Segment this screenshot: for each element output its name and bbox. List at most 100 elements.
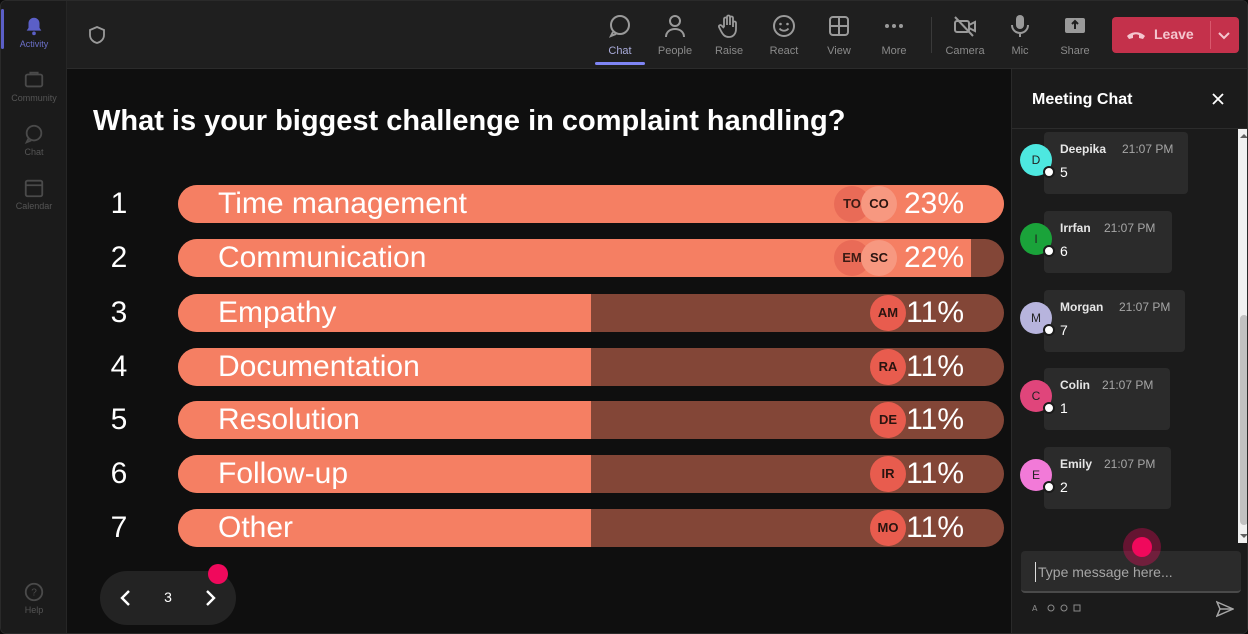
option-bar-track: Time management 23% TO CO: [178, 185, 1004, 223]
format-toolbar-icons[interactable]: A: [1032, 603, 1092, 613]
send-icon[interactable]: [1216, 600, 1234, 618]
option-number: 7: [110, 511, 128, 544]
option-number: 6: [110, 457, 128, 490]
chevron-right-icon[interactable]: [198, 586, 222, 610]
chat-message-input[interactable]: [1035, 562, 1225, 582]
toolbar-mic-button[interactable]: Mic: [995, 9, 1045, 65]
meeting-chat-panel: Meeting Chat Deepika 21:07 PM 5 D Irrfan 21:0…: [1011, 69, 1248, 633]
option-percent: 11%: [906, 511, 964, 544]
toolbar-camera-button[interactable]: Camera: [940, 9, 990, 65]
toolbar-mic-label: Mic: [1011, 45, 1029, 57]
scrollbar-thumb[interactable]: [1240, 315, 1247, 525]
leave-button[interactable]: Leave: [1112, 17, 1239, 53]
rail-label-calendar: Calendar: [15, 201, 53, 211]
message-author: Colin: [1060, 378, 1090, 392]
option-bar-track: Documentation 11% RA: [178, 348, 1004, 386]
message-time: 21:07 PM: [1104, 457, 1156, 471]
bell-icon: [26, 17, 42, 36]
option-bar-track: Empathy 11% AM: [178, 294, 1004, 332]
rail-item-activity[interactable]: Activity: [1, 5, 67, 57]
toolbar-more-button[interactable]: More: [869, 9, 919, 65]
voter-avatar: AM: [870, 295, 906, 331]
message-time: 21:07 PM: [1102, 378, 1154, 392]
mic-icon: [1011, 15, 1029, 37]
rail-item-help[interactable]: ? Help: [1, 571, 67, 623]
chat-compose-box[interactable]: [1021, 551, 1241, 593]
toolbar-people-button[interactable]: People: [650, 9, 700, 65]
toolbar-chat-label: Chat: [608, 45, 632, 57]
option-bar-fill: [178, 509, 591, 547]
option-percent: 23%: [903, 187, 964, 220]
message-bubble: Colin 21:07 PM 1: [1044, 368, 1170, 430]
pointer-dot: [208, 564, 228, 584]
voter-avatar: SC: [861, 240, 897, 276]
message-author: Deepika: [1060, 142, 1107, 156]
option-percent: 11%: [906, 350, 964, 383]
chat-panel-title: Meeting Chat: [1032, 91, 1133, 108]
option-number: 1: [110, 187, 128, 220]
toolbar-view-button[interactable]: View: [814, 9, 864, 65]
option-label: Empathy: [218, 296, 337, 329]
option-percent: 22%: [903, 241, 964, 274]
toolbar-divider: [931, 17, 932, 53]
poll-option-row: 6 Follow-up 11% IR: [67, 455, 1011, 493]
toolbar-raise-button[interactable]: Raise: [704, 9, 754, 65]
poll-option-row: 5 Resolution 11% DE: [67, 401, 1011, 439]
presence-status-icon: [1043, 245, 1055, 257]
grid-icon: [829, 16, 849, 36]
voter-avatar: IR: [870, 456, 906, 492]
rail-item-calendar[interactable]: Calendar: [1, 167, 67, 219]
option-bar-track: Other 11% MO: [178, 509, 1004, 547]
chat-scrollbar[interactable]: [1238, 129, 1248, 543]
people-icon: [665, 15, 685, 38]
presence-status-icon: [1043, 481, 1055, 493]
active-tab-underline: [595, 62, 645, 65]
option-bar-track: Communication 22% EM SC: [178, 239, 1004, 277]
option-label: Time management: [218, 187, 467, 220]
scroll-up-arrow-icon[interactable]: [1240, 132, 1248, 140]
message-bubble: Morgan 21:07 PM 7: [1044, 290, 1185, 352]
poll-stage: What is your biggest challenge in compla…: [67, 69, 1011, 633]
rail-active-indicator: [1, 9, 4, 49]
shield-icon[interactable]: [87, 25, 107, 45]
share-icon: [1065, 18, 1085, 33]
chat-icon: [608, 15, 630, 38]
option-bar-fill: [178, 294, 591, 332]
toolbar-people-label: People: [657, 45, 693, 57]
voter-avatar: MO: [870, 510, 906, 546]
more-icon: [885, 24, 903, 28]
chevron-down-icon[interactable]: [1216, 27, 1232, 43]
option-percent: 11%: [906, 457, 964, 490]
poll-option-row: 2 Communication 22% EM SC: [67, 239, 1011, 277]
meeting-toolbar: Chat People Raise React View More Camera: [67, 1, 1247, 69]
rail-item-chat[interactable]: Chat: [1, 113, 67, 165]
option-bar-fill: [178, 348, 591, 386]
presence-status-icon: [1043, 166, 1055, 178]
poll-question: What is your biggest challenge in compla…: [93, 105, 846, 137]
option-label: Communication: [218, 241, 427, 274]
toolbar-chat-button[interactable]: Chat: [595, 9, 645, 65]
scroll-down-arrow-icon[interactable]: [1240, 532, 1248, 540]
poll-option-row: 7 Other 11% MO: [67, 509, 1011, 547]
message-bubble: Irrfan 21:07 PM 6: [1044, 211, 1172, 273]
option-bar-fill: [178, 455, 591, 493]
message-bubble: Deepika 21:07 PM 5: [1044, 132, 1188, 194]
option-percent: 11%: [906, 296, 964, 329]
toolbar-react-button[interactable]: React: [759, 9, 809, 65]
raise-hand-icon: [718, 14, 737, 38]
rail-item-community[interactable]: Community: [1, 59, 67, 111]
help-icon: ?: [24, 582, 44, 602]
chat-icon: [24, 124, 43, 144]
message-bubble: Emily 21:07 PM 2: [1044, 447, 1171, 509]
phone-hangup-icon: [1127, 32, 1145, 39]
pointer-dot: [1132, 537, 1152, 557]
toolbar-more-label: More: [881, 45, 907, 57]
option-number: 3: [110, 296, 128, 329]
voter-avatar: CO: [861, 186, 897, 222]
chat-message: Irrfan 21:07 PM 6 I: [1012, 211, 1232, 275]
leave-separator: [1210, 21, 1211, 49]
toolbar-share-button[interactable]: Share: [1050, 9, 1100, 65]
message-author: Morgan: [1060, 300, 1104, 314]
close-icon[interactable]: [1210, 91, 1226, 107]
chevron-left-icon[interactable]: [114, 586, 138, 610]
